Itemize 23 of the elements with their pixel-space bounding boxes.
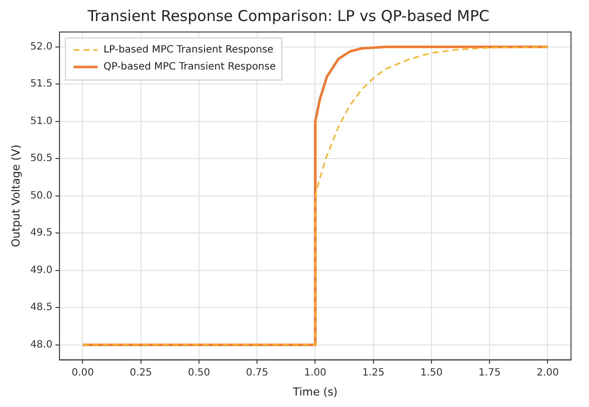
y-tick-label: 50.5 bbox=[30, 153, 52, 164]
y-axis-title: Output Voltage (V) bbox=[9, 144, 22, 248]
y-tick-label: 48.5 bbox=[30, 302, 52, 314]
legend-label: LP-based MPC Transient Response bbox=[103, 44, 274, 56]
x-tick-label: 1.25 bbox=[362, 367, 384, 378]
y-tick-label: 49.0 bbox=[30, 264, 52, 276]
y-tick-label: 48.0 bbox=[30, 339, 52, 350]
x-tick-label: 0.50 bbox=[188, 367, 210, 378]
x-tick-label: 1.00 bbox=[304, 367, 326, 378]
y-tick-label: 51.0 bbox=[30, 116, 52, 127]
y-tick-label: 50.0 bbox=[30, 190, 52, 202]
x-axis-title: Time (s) bbox=[292, 385, 338, 398]
x-tick-label: 0.75 bbox=[246, 367, 268, 378]
x-tick-label: 2.00 bbox=[536, 367, 559, 378]
x-tick-label: 0.00 bbox=[72, 367, 94, 378]
y-tick-label: 52.0 bbox=[30, 41, 52, 52]
x-tick-label: 1.75 bbox=[478, 367, 501, 378]
x-tick-label: 0.25 bbox=[130, 367, 152, 378]
y-tick-label: 51.5 bbox=[30, 78, 52, 90]
y-tick-label: 49.5 bbox=[30, 228, 52, 239]
chart-title: Transient Response Comparison: LP vs QP-based MPC bbox=[86, 6, 490, 25]
legend-label: QP-based MPC Transient Response bbox=[103, 62, 276, 73]
x-tick-label: 1.50 bbox=[420, 367, 443, 378]
